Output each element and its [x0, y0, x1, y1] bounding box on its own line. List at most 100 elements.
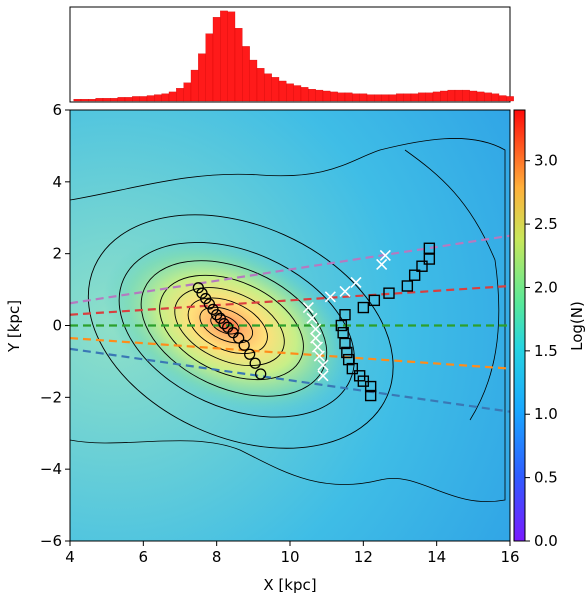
x-marker	[376, 258, 388, 271]
colorbar-ticks: 0.0 0.5 1.0 1.5 2.0 2.5 3.0	[525, 152, 558, 550]
x-marker	[313, 350, 325, 362]
histogram-bar	[469, 90, 478, 102]
x-marker	[324, 291, 336, 303]
square-marker	[401, 280, 414, 292]
y-axis-label: Y [kpc]	[5, 300, 23, 353]
square-marker	[368, 294, 381, 307]
histogram-bar	[330, 91, 338, 102]
circle-marker	[211, 309, 223, 321]
histogram-bar	[139, 96, 148, 102]
histogram-bar	[154, 94, 162, 102]
histogram-bar	[396, 93, 404, 102]
histogram-bar	[432, 91, 441, 102]
x-tick-label: 6	[139, 548, 149, 566]
y-tick-label: 4	[52, 173, 62, 191]
histogram-bar	[264, 73, 272, 102]
histogram-bar	[447, 89, 456, 102]
histogram-bar	[388, 94, 397, 102]
square-marker	[335, 319, 348, 332]
colorbar-tick-label: 1.5	[534, 342, 558, 360]
colorbar: 0.0 0.5 1.0 1.5 2.0 2.5 3.0 Log(N)	[513, 109, 586, 550]
histogram-bar	[322, 90, 331, 102]
fit-line	[70, 284, 510, 316]
histogram-bar	[234, 28, 243, 102]
square-marker	[423, 253, 436, 265]
contour-line	[199, 306, 254, 344]
colorbar-tick-label: 0.0	[534, 532, 558, 550]
x-marker	[317, 359, 329, 371]
histogram-bar	[337, 92, 346, 102]
histogram-bars	[73, 10, 514, 102]
histogram-bar	[183, 82, 192, 102]
square-marker	[339, 309, 351, 321]
contour-line	[118, 242, 355, 418]
colorbar-tick-label: 2.0	[534, 278, 558, 296]
x-tick-label: 8	[212, 548, 222, 566]
square-marker	[339, 337, 351, 350]
x-axis-label: X [kpc]	[263, 576, 316, 594]
y-tick-label: −6	[40, 532, 62, 550]
square-marker	[341, 346, 353, 359]
histogram-bar	[286, 83, 294, 102]
x-marker	[339, 285, 351, 297]
histogram-bar	[102, 98, 111, 102]
square-marker	[416, 260, 428, 272]
contour-line	[404, 149, 500, 421]
histogram-bar	[410, 93, 419, 102]
histogram-bar	[117, 97, 126, 102]
histogram-bar	[278, 80, 287, 102]
histogram-bar	[161, 93, 170, 102]
histogram-bar	[110, 98, 118, 102]
histogram-bar	[491, 93, 500, 102]
x-marker	[310, 332, 322, 344]
histogram-bar	[454, 89, 463, 102]
colorbar-tick-label: 0.5	[534, 469, 558, 487]
square-marker	[423, 242, 436, 254]
histogram-bar	[168, 91, 177, 102]
histogram-bar	[366, 94, 375, 102]
histogram-bar	[484, 92, 492, 102]
square-marker	[364, 389, 377, 402]
markers	[192, 242, 436, 402]
histogram-bar	[352, 93, 360, 102]
y-tick-label: 0	[52, 317, 62, 335]
histogram-bar	[220, 10, 228, 102]
histogram-bar	[308, 89, 316, 102]
fit-line	[70, 234, 510, 305]
histogram-bar	[418, 92, 426, 102]
x-marker	[302, 301, 314, 314]
y-tick-label: −2	[40, 388, 62, 406]
circle-marker	[255, 368, 267, 380]
x-tick-label: 16	[500, 548, 519, 566]
histogram-bar	[132, 96, 140, 102]
y-tick-label: 6	[52, 101, 62, 119]
circle-marker	[218, 318, 230, 330]
histogram-bar	[80, 99, 89, 102]
histogram-bar	[256, 68, 265, 102]
contour-line	[174, 287, 285, 367]
histogram-bar	[359, 93, 368, 102]
histogram-bar	[205, 33, 214, 102]
density-map-panel: 4 6 8 10 12 14 16 −6 −4 −2 0 2 4 6 X [kpc] Y [kpc]	[5, 101, 520, 594]
colorbar-gradient	[513, 109, 526, 542]
x-marker	[350, 276, 362, 288]
histogram-bar	[381, 94, 390, 102]
histogram-bar	[344, 92, 353, 102]
histogram-bar	[212, 17, 221, 102]
x-marker	[310, 323, 322, 335]
histogram-panel	[69, 6, 514, 103]
histogram-bar	[293, 85, 302, 102]
histogram-bar	[300, 87, 309, 102]
x-marker	[317, 370, 329, 382]
histogram-bar	[476, 91, 485, 102]
histogram-bar	[190, 69, 199, 102]
circle-marker	[238, 339, 250, 351]
histogram-bar	[124, 97, 133, 102]
square-marker	[337, 326, 349, 339]
contour-line	[140, 260, 328, 397]
histogram-bar	[506, 96, 514, 102]
fit-line	[70, 347, 510, 413]
contour-line	[87, 214, 394, 449]
circle-marker	[233, 332, 245, 344]
density-contours	[70, 138, 506, 502]
